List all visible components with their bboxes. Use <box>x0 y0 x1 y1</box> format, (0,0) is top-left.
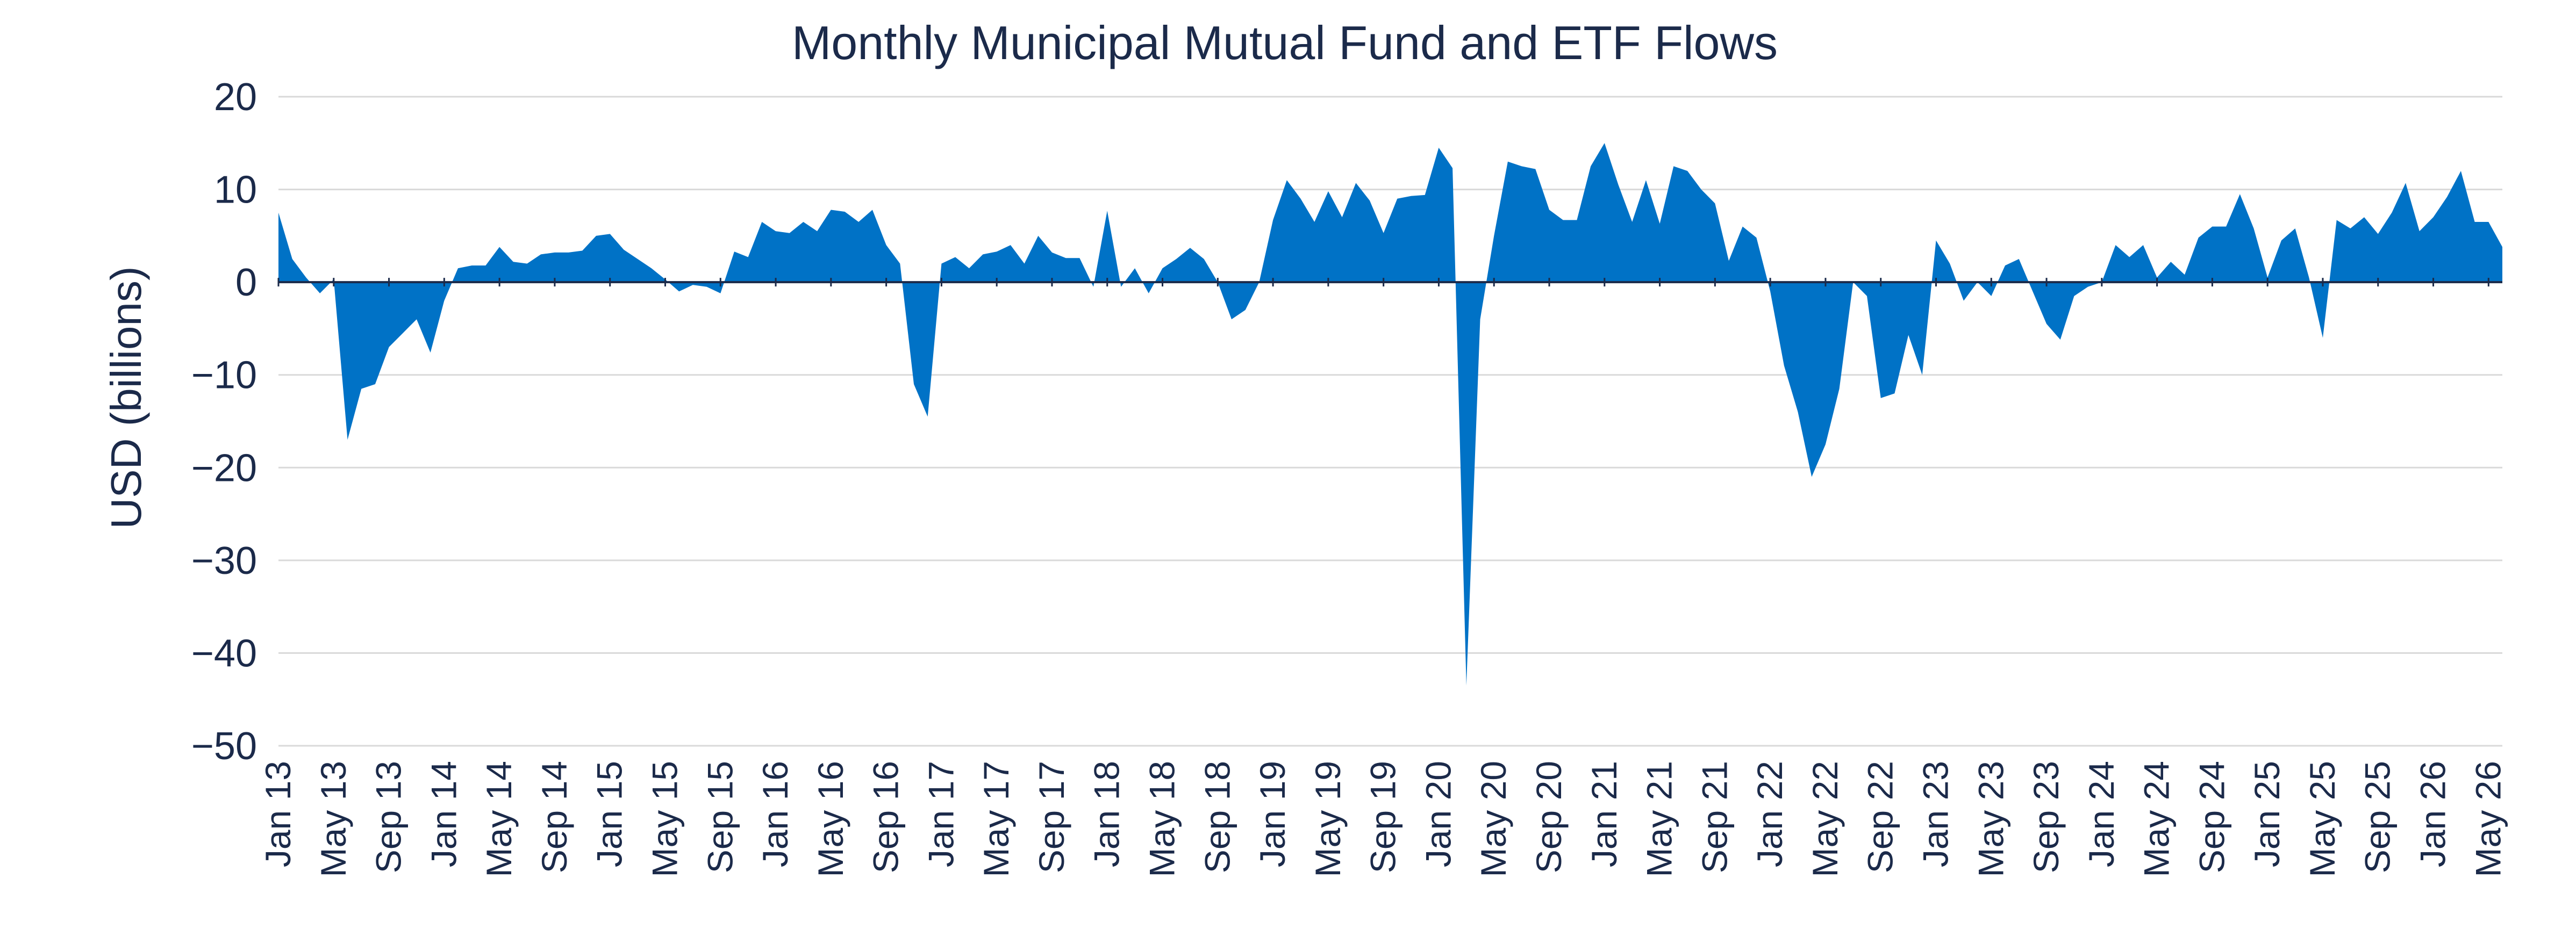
y-axis-ticks: 20 10 0 −10 −20 −30 −40 −50 <box>191 76 257 768</box>
x-tick-label: Sep 13 <box>369 761 409 873</box>
x-tick-label: May 14 <box>479 761 519 877</box>
x-tick-label: Sep 19 <box>1363 761 1403 873</box>
x-tick-label: May 15 <box>645 761 685 877</box>
x-tick-label: Sep 20 <box>1529 761 1569 873</box>
x-tick-label: Sep 21 <box>1694 761 1734 873</box>
x-tick-label: May 16 <box>811 761 850 877</box>
plot-area <box>278 143 2502 686</box>
x-tick-label: Jan 24 <box>2081 761 2121 867</box>
x-tick-label: May 20 <box>1473 761 1513 877</box>
y-tick-label: 10 <box>214 169 257 212</box>
x-tick-label: Sep 18 <box>1197 761 1237 873</box>
x-tick-label: Sep 23 <box>2026 761 2066 873</box>
x-tick-label: May 26 <box>2468 761 2508 877</box>
x-tick-label: May 18 <box>1142 761 1182 877</box>
x-tick-label: Sep 16 <box>866 761 906 873</box>
x-tick-label: Jan 19 <box>1253 761 1292 867</box>
x-tick-label: Jan 25 <box>2247 761 2287 867</box>
x-tick-label: Jan 17 <box>921 761 961 867</box>
x-tick-label: May 21 <box>1640 761 1679 877</box>
x-tick-label: Sep 22 <box>1861 761 1900 873</box>
x-tick-label: May 24 <box>2137 761 2177 877</box>
y-tick-label: −20 <box>191 447 257 489</box>
grid-lines <box>278 96 2502 747</box>
x-tick-label: Sep 15 <box>700 761 740 873</box>
x-tick-label: Jan 18 <box>1087 761 1127 867</box>
y-tick-label: −30 <box>191 539 257 582</box>
x-tick-label: May 23 <box>1971 761 2010 877</box>
y-tick-label: −40 <box>191 632 257 675</box>
flow-area <box>278 143 2502 686</box>
x-tick-label: Jan 15 <box>590 761 629 867</box>
chart-title: Monthly Municipal Mutual Fund and ETF Fl… <box>792 16 1778 69</box>
x-tick-label: May 22 <box>1805 761 1845 877</box>
x-tick-label: May 13 <box>313 761 353 877</box>
x-axis-ticks: Jan 13 May 13 Sep 13 Jan 14 May 14 Sep 14 Jan … <box>258 278 2508 877</box>
y-tick-label: 0 <box>235 261 257 304</box>
y-tick-label: −50 <box>191 725 257 768</box>
x-tick-label: May 25 <box>2302 761 2342 877</box>
x-tick-label: May 17 <box>976 761 1016 877</box>
y-tick-label: 20 <box>214 76 257 119</box>
x-tick-label: Sep 25 <box>2358 761 2398 873</box>
x-tick-label: May 19 <box>1308 761 1348 877</box>
x-tick-label: Sep 17 <box>1032 761 1071 873</box>
x-tick-label: Jan 22 <box>1750 761 1790 867</box>
x-tick-label: Sep 24 <box>2192 761 2231 873</box>
x-tick-label: Jan 14 <box>424 761 463 867</box>
x-tick-label: Jan 13 <box>258 761 298 867</box>
x-tick-label: Jan 16 <box>755 761 795 867</box>
y-axis-label: USD (billions) <box>102 267 150 529</box>
x-tick-label: Jan 20 <box>1418 761 1458 867</box>
y-tick-label: −10 <box>191 354 257 397</box>
x-tick-label: Jan 26 <box>2413 761 2453 867</box>
x-tick-label: Sep 14 <box>534 761 574 873</box>
x-tick-label: Jan 23 <box>1916 761 1956 867</box>
x-tick-label: Jan 21 <box>1584 761 1624 867</box>
